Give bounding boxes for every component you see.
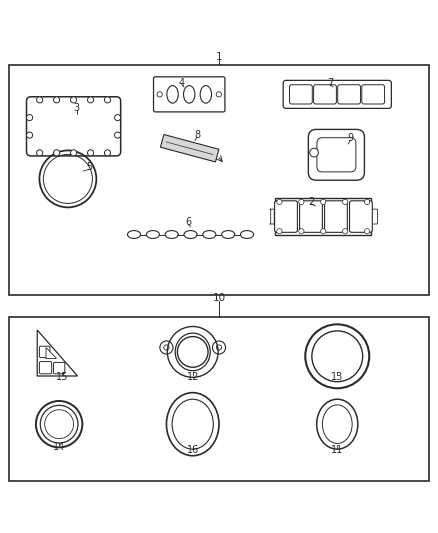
Circle shape [277, 199, 282, 205]
Ellipse shape [127, 231, 141, 238]
Ellipse shape [200, 86, 212, 103]
Circle shape [299, 229, 304, 234]
Text: 16: 16 [187, 446, 199, 456]
Ellipse shape [240, 231, 254, 238]
Circle shape [216, 92, 221, 97]
Text: 6: 6 [185, 217, 191, 227]
Circle shape [105, 97, 110, 103]
Text: 14: 14 [53, 442, 65, 453]
Circle shape [88, 97, 94, 103]
Ellipse shape [165, 231, 178, 238]
Text: 10: 10 [212, 294, 226, 303]
Text: 13: 13 [331, 372, 343, 382]
FancyBboxPatch shape [283, 80, 392, 108]
Circle shape [36, 150, 43, 156]
Ellipse shape [184, 86, 195, 103]
Polygon shape [37, 330, 78, 376]
FancyBboxPatch shape [27, 97, 121, 156]
Ellipse shape [177, 334, 208, 369]
Text: 3: 3 [74, 103, 80, 113]
Ellipse shape [166, 393, 219, 456]
Circle shape [277, 229, 282, 234]
Polygon shape [160, 134, 219, 162]
Circle shape [299, 199, 304, 205]
Text: 2: 2 [308, 197, 314, 207]
Circle shape [343, 199, 348, 205]
FancyBboxPatch shape [53, 362, 65, 374]
Circle shape [321, 199, 326, 205]
Circle shape [105, 150, 110, 156]
Circle shape [157, 92, 162, 97]
FancyBboxPatch shape [371, 209, 378, 224]
FancyBboxPatch shape [275, 201, 297, 232]
FancyBboxPatch shape [362, 85, 385, 104]
Ellipse shape [175, 333, 210, 371]
Circle shape [115, 115, 121, 120]
FancyBboxPatch shape [317, 138, 356, 172]
Circle shape [71, 150, 77, 156]
Circle shape [88, 150, 94, 156]
FancyBboxPatch shape [325, 201, 347, 232]
Circle shape [310, 148, 318, 157]
FancyBboxPatch shape [338, 85, 360, 104]
Bar [9, 65, 429, 295]
Bar [9, 317, 429, 481]
Ellipse shape [184, 231, 197, 238]
Polygon shape [46, 348, 57, 359]
FancyBboxPatch shape [270, 209, 275, 224]
Ellipse shape [167, 86, 178, 103]
Circle shape [364, 229, 370, 234]
Ellipse shape [317, 399, 358, 449]
Circle shape [53, 150, 60, 156]
FancyBboxPatch shape [350, 201, 372, 232]
Ellipse shape [322, 405, 352, 443]
Text: 8: 8 [194, 130, 200, 140]
Circle shape [36, 97, 43, 103]
FancyBboxPatch shape [153, 77, 225, 112]
Ellipse shape [222, 231, 235, 238]
Text: 5: 5 [87, 162, 93, 172]
FancyBboxPatch shape [275, 198, 371, 235]
Ellipse shape [146, 231, 159, 238]
FancyBboxPatch shape [300, 201, 322, 232]
Ellipse shape [172, 399, 213, 449]
Circle shape [71, 97, 77, 103]
FancyBboxPatch shape [39, 361, 52, 374]
Text: 11: 11 [331, 446, 343, 456]
Text: 7: 7 [328, 77, 334, 87]
Circle shape [115, 132, 121, 138]
Circle shape [321, 229, 326, 234]
FancyBboxPatch shape [290, 85, 312, 104]
Ellipse shape [203, 231, 216, 238]
Text: 1: 1 [215, 52, 223, 62]
Text: 15: 15 [57, 372, 69, 382]
Circle shape [27, 115, 32, 120]
FancyBboxPatch shape [314, 85, 336, 104]
Circle shape [53, 97, 60, 103]
Circle shape [364, 199, 370, 205]
Circle shape [27, 132, 32, 138]
FancyBboxPatch shape [308, 130, 364, 180]
Text: 9: 9 [347, 133, 353, 143]
FancyBboxPatch shape [39, 346, 50, 358]
Text: 4: 4 [179, 77, 185, 87]
Circle shape [343, 229, 348, 234]
Text: 12: 12 [187, 372, 199, 382]
